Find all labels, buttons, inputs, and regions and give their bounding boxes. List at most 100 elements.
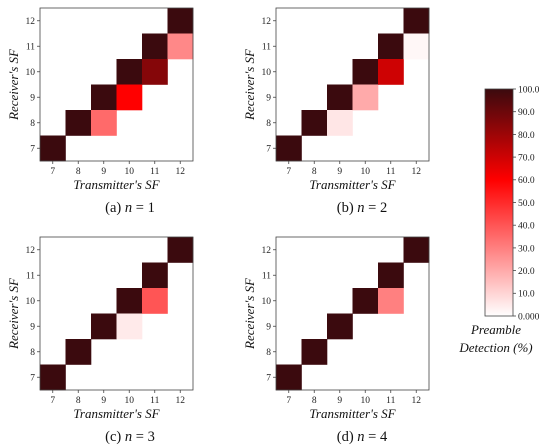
x-axis-label: Transmitter's SF [73, 177, 160, 192]
heatmap-cell [167, 8, 194, 34]
heatmap-panel: 7 8 9 10 11 12 7 8 9 10 11 12 Transmitter's SF Receiv… [6, 236, 194, 445]
y-tick-label: 12 [26, 246, 36, 256]
heatmap-cell [352, 288, 379, 314]
heatmap-cell [91, 313, 117, 340]
x-tick-label: 9 [337, 167, 342, 177]
heatmap-cell [378, 262, 404, 289]
y-tick-label: 11 [262, 43, 271, 53]
heatmap-cell [91, 84, 117, 111]
panel-caption: (a) n = 1 [105, 200, 155, 216]
heatmap-cell [142, 33, 168, 60]
x-tick-label: 9 [337, 396, 342, 406]
y-tick-label: 11 [26, 272, 35, 282]
colorbar-tick-label: 20.0 [518, 267, 535, 277]
y-tick-label: 10 [26, 297, 36, 307]
x-tick-label: 7 [286, 167, 291, 177]
colorbar-tick-label: 90.0 [518, 108, 535, 118]
x-tick-label: 11 [150, 167, 159, 177]
x-tick-label: 8 [312, 167, 317, 177]
x-tick-label: 7 [50, 396, 55, 406]
x-tick-label: 10 [125, 167, 135, 177]
plot-frame [39, 7, 194, 162]
colorbar-tick-label: 80.0 [518, 131, 535, 141]
y-tick-label: 8 [266, 119, 271, 129]
panels: 7 8 9 10 11 12 7 8 9 10 11 12 Transmitter's SF Receiv… [6, 7, 430, 445]
heatmap-cell [378, 59, 404, 85]
heatmap-cell [167, 237, 194, 263]
colorbar-tick-label: 10.0 [518, 290, 535, 300]
y-tick-label: 7 [266, 374, 271, 384]
colorbar-tick-label: 60.0 [518, 176, 535, 186]
heatmap-cell [327, 110, 353, 136]
heatmap-cell [116, 313, 143, 340]
x-tick-label: 11 [386, 396, 395, 406]
colorbar-title-line2: Detection (%) [458, 340, 532, 355]
colorbar: 0.000 10.0 20.0 30.0 40.0 50.0 60.0 70.0 80.0 90.… [458, 85, 539, 355]
y-tick-label: 10 [26, 68, 36, 78]
y-tick-label: 12 [26, 17, 36, 27]
heatmap-cell [116, 84, 143, 111]
x-tick-label: 7 [286, 396, 291, 406]
heatmap-cell [276, 364, 302, 391]
heatmap-cell [327, 313, 353, 340]
x-tick-label: 12 [412, 396, 422, 406]
y-tick-label: 12 [262, 246, 272, 256]
x-tick-label: 8 [312, 396, 317, 406]
heatmap-cell [352, 84, 379, 111]
heatmap-cell [167, 33, 194, 60]
plot-frame [275, 7, 430, 162]
x-tick-label: 11 [386, 167, 395, 177]
y-tick-label: 8 [30, 119, 35, 129]
x-tick-label: 10 [125, 396, 135, 406]
x-axis-label: Transmitter's SF [309, 406, 396, 421]
x-tick-label: 8 [76, 396, 81, 406]
panel-caption: (d) n = 4 [337, 429, 388, 445]
heatmap-cell [40, 135, 66, 162]
heatmap-cell [301, 339, 328, 365]
x-tick-label: 10 [361, 396, 371, 406]
heatmap-panel: 7 8 9 10 11 12 7 8 9 10 11 12 Transmitter's SF Receiv… [242, 236, 430, 445]
x-tick-label: 11 [150, 396, 159, 406]
colorbar-tick-label: 0.000 [518, 312, 540, 322]
heatmap-panel: 7 8 9 10 11 12 7 8 9 10 11 12 Transmitter's SF Receiv… [6, 7, 194, 216]
y-axis-label: Receiver's SF [242, 48, 257, 121]
colorbar-tick-label: 70.0 [518, 154, 535, 164]
colorbar-title-line1: Preamble [470, 322, 521, 337]
heatmap-cell [65, 339, 92, 365]
heatmap-cell [403, 237, 430, 263]
x-axis-label: Transmitter's SF [73, 406, 160, 421]
colorbar-tick-label: 100.0 [518, 85, 540, 95]
x-tick-label: 9 [101, 396, 106, 406]
x-tick-label: 12 [176, 396, 186, 406]
heatmap-cell [378, 288, 404, 314]
y-axis-label: Receiver's SF [6, 48, 21, 121]
y-tick-label: 12 [262, 17, 272, 27]
y-tick-label: 10 [262, 68, 272, 78]
heatmap-cell [352, 59, 379, 85]
heatmap-cell [276, 135, 302, 162]
heatmap-cell [40, 364, 66, 391]
y-tick-label: 9 [30, 323, 35, 333]
heatmap-cell [116, 288, 143, 314]
x-tick-label: 10 [361, 167, 371, 177]
x-tick-label: 12 [176, 167, 186, 177]
y-tick-label: 9 [266, 94, 271, 104]
panel-caption: (c) n = 3 [105, 429, 155, 445]
x-tick-label: 9 [101, 167, 106, 177]
colorbar-tick-label: 40.0 [518, 222, 535, 232]
panel-caption: (b) n = 2 [337, 200, 387, 216]
heatmap-cell [301, 110, 328, 136]
plot-frame [39, 236, 194, 391]
heatmap-panel: 7 8 9 10 11 12 7 8 9 10 11 12 Transmitter's SF Receiv… [242, 7, 430, 216]
heatmap-cell [116, 59, 143, 85]
y-axis-label: Receiver's SF [6, 277, 21, 350]
heatmap-cell [142, 59, 168, 85]
x-tick-label: 8 [76, 167, 81, 177]
heatmap-cell [403, 8, 430, 34]
colorbar-tick-label: 50.0 [518, 199, 535, 209]
y-tick-label: 11 [262, 272, 271, 282]
y-tick-label: 8 [30, 348, 35, 358]
y-tick-label: 7 [30, 374, 35, 384]
